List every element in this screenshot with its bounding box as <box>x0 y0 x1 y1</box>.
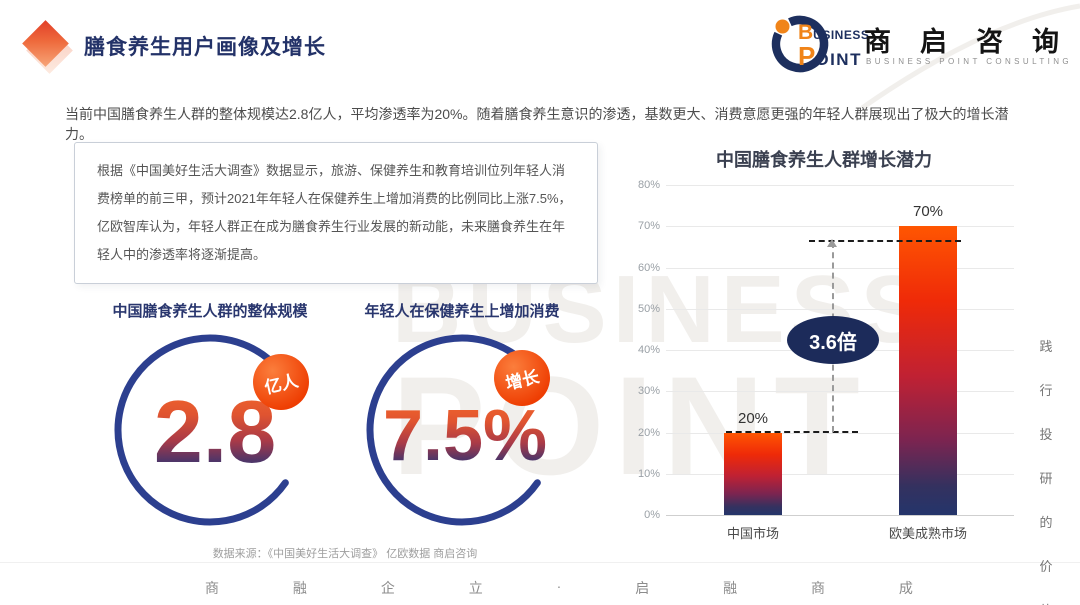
gridline <box>666 391 1014 392</box>
logo-tagline: BUSINESS POINT CONSULTING <box>866 57 1073 66</box>
logo-chinese-name: 商启咨询 <box>864 27 1080 57</box>
x-label-west: 欧美成熟市场 <box>888 526 967 541</box>
bar-column-west: 70% <box>899 185 957 515</box>
gridline <box>666 474 1014 475</box>
page-title: 膳食养生用户画像及增长 <box>84 36 326 59</box>
stat1-badge-label: 亿人 <box>262 370 301 398</box>
growth-potential-chart: 中国膳食养生人群增长潜力 80% 70% 60% 50% 40% 30% 20%… <box>618 146 1030 556</box>
intro-paragraph: 当前中国膳食养生人群的整体规模达2.8亿人，平均渗透率为20%。随着膳食养生意识… <box>65 106 1009 142</box>
dashed-reference-67 <box>809 240 961 242</box>
footer-divider <box>0 562 1080 563</box>
ratio-badge: 3.6倍 <box>787 316 879 364</box>
stat1-title: 中国膳食养生人群的整体规模 <box>112 303 308 320</box>
side-char: 投 <box>1039 427 1053 442</box>
stat1-badge: 亿人 <box>253 354 309 410</box>
footer-char: 融 <box>723 580 738 596</box>
bar-china <box>724 432 782 515</box>
footer-char: 成 <box>898 580 913 596</box>
dashed-reference-20 <box>726 431 858 433</box>
logo-wordmark: BUSINESS POINT <box>798 22 869 69</box>
y-tick: 0% <box>644 509 660 521</box>
x-label-china: 中国市场 <box>726 526 779 541</box>
gridline <box>666 185 1014 186</box>
footer-char: 商 <box>811 580 826 596</box>
stat2-badge-label: 增长 <box>503 366 542 394</box>
side-char: 研 <box>1039 471 1053 486</box>
y-tick: 20% <box>637 427 660 439</box>
side-char: 行 <box>1039 383 1053 398</box>
logo-business-text: USINESS <box>813 28 870 42</box>
chart-plot-area: 80% 70% 60% 50% 40% 30% 20% 10% 0% 20% 7… <box>638 179 1014 541</box>
quote-box: 根据《中国美好生活大调查》数据显示，旅游、保健养生和教育培训位列年轻人消费榜单的… <box>74 142 598 284</box>
footer-char: 立 <box>468 580 483 596</box>
chart-title: 中国膳食养生人群增长潜力 <box>716 150 932 170</box>
logo-ring-icon <box>771 15 829 73</box>
arrow-up-icon <box>827 239 837 247</box>
gridline <box>666 268 1014 269</box>
bar-west-value: 70% <box>912 203 944 221</box>
footer-slogan: 商 融 企 立 · 启 融 商 成 <box>205 578 913 598</box>
stat2-title: 年轻人在保健养生上增加消费 <box>364 303 560 320</box>
stat2-value: 7.5% <box>340 400 590 472</box>
footer-char: 融 <box>292 580 307 596</box>
data-source: 数据来源：《中国美好生活大调查》 亿欧数据 商启咨询 <box>212 548 478 560</box>
y-tick: 50% <box>637 303 660 315</box>
footer-char: 商 <box>205 580 219 596</box>
bar-west <box>899 226 957 515</box>
side-char: 价 <box>1039 559 1053 574</box>
stat1-ring-icon <box>114 334 306 526</box>
gridline <box>666 433 1014 434</box>
side-char: 践 <box>1039 339 1053 354</box>
y-tick: 80% <box>637 179 660 191</box>
y-tick: 60% <box>637 262 660 274</box>
logo-letter-p: P <box>798 41 816 71</box>
y-tick: 70% <box>637 220 660 232</box>
stat1-value: 2.8 <box>100 388 330 476</box>
y-tick: 30% <box>637 385 660 397</box>
y-tick: 40% <box>637 344 660 356</box>
logo-point-text: OINT <box>815 50 862 69</box>
footer-char: 启 <box>635 580 650 596</box>
bar-china-value: 20% <box>737 409 769 427</box>
side-char: 值 <box>1038 600 1054 605</box>
side-char: 的 <box>1039 515 1053 530</box>
y-tick: 10% <box>637 468 660 480</box>
logo-letter-b: B <box>798 21 814 44</box>
side-slogan: 践 行 投 研 的 价 值 <box>1038 336 1054 605</box>
footer-char: · <box>556 578 562 594</box>
x-axis-line <box>666 515 1014 516</box>
gridline <box>666 309 1014 310</box>
footer-char: 企 <box>380 580 395 596</box>
gridline <box>666 226 1014 227</box>
stat2-badge: 增长 <box>494 350 550 406</box>
bar-column-china: 20% <box>724 185 782 515</box>
